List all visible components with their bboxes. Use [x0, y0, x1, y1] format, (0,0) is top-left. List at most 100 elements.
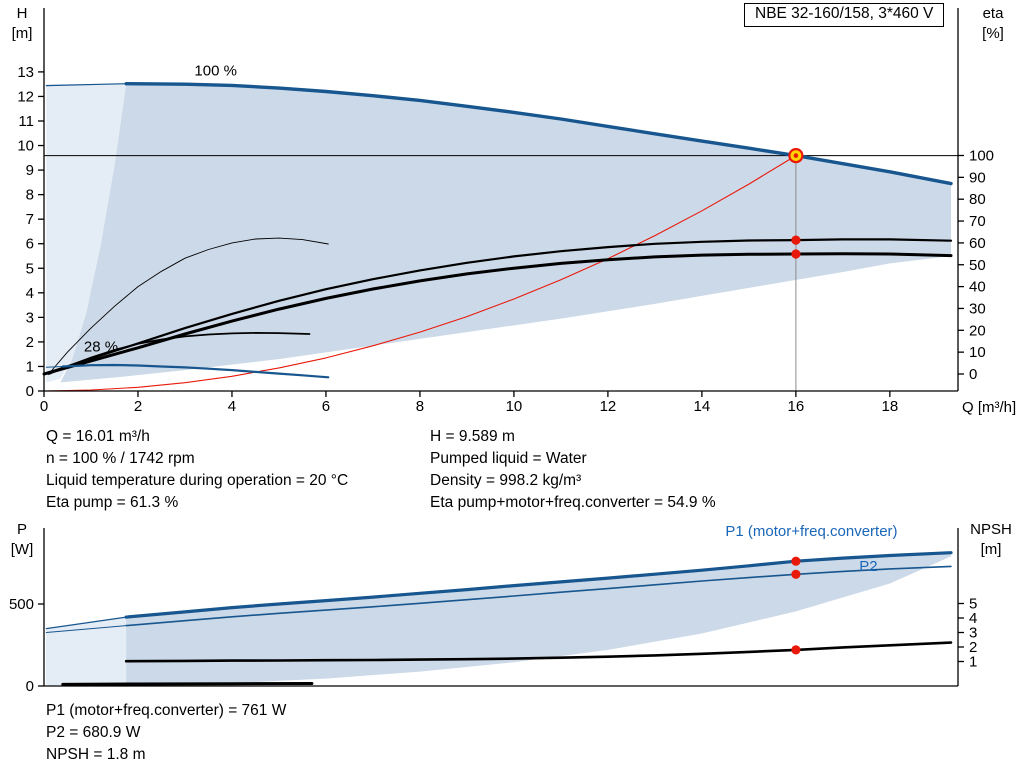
p1-curve-label: P1 (motor+freq.converter)	[725, 523, 897, 540]
y-left-tick-label: 0	[26, 678, 34, 695]
h-axis-label-line1: H	[16, 5, 28, 22]
info-eta-total: Eta pump+motor+freq.converter = 54.9 %	[430, 494, 716, 511]
p2-curve	[125, 565, 952, 627]
y-left-tick-label: 0	[26, 383, 34, 400]
eta-pump-curve-28	[48, 237, 329, 375]
system-curve	[43, 155, 797, 392]
y-right-tick-label: 20	[969, 322, 986, 339]
eta-pump-curve-100	[42, 238, 953, 376]
npsh-duty-dot	[791, 645, 801, 655]
p1-curve	[124, 551, 953, 619]
pump-curve-28-ext	[45, 366, 64, 368]
y-left-tick-label: 13	[17, 64, 34, 81]
y-left-tick-label: 6	[26, 236, 34, 253]
p2-curve-label: P2	[859, 558, 877, 575]
info-liquid-temp: Liquid temperature during operation = 20…	[46, 472, 349, 489]
y-right-tick-label: 70	[969, 213, 986, 230]
p-axis-label-line1: P	[16, 521, 27, 538]
y-left-tick-label: 2	[26, 334, 34, 351]
x-tick-label: 14	[694, 398, 711, 415]
y-right-tick-label: 1	[969, 654, 977, 671]
y-right-tick-label: 60	[969, 235, 986, 252]
duty-info-left-column: Q = 16.01 m³/h n = 100 % / 1742 rpm Liqu…	[46, 426, 348, 514]
p-axis-label-line2: [W]	[10, 541, 34, 558]
pump-curve-100	[124, 81, 953, 186]
npsh-axis-label-line1: NPSH	[970, 521, 1012, 538]
x-tick-label: 8	[416, 398, 424, 415]
eta-total-duty-dot	[791, 249, 801, 259]
operating-envelope	[60, 83, 951, 383]
x-tick-label: 10	[506, 398, 523, 415]
p-axis-label: P [W]	[2, 520, 42, 560]
q-axis-label: Q [m³/h]	[962, 399, 1017, 416]
y-left-tick-label: 8	[26, 187, 34, 204]
info-p1: P1 (motor+freq.converter) = 761 W	[46, 702, 287, 719]
power-envelope-light	[46, 617, 127, 685]
y-right-tick-label: 50	[969, 257, 986, 274]
x-tick-label: 2	[134, 398, 142, 415]
y-left-tick-label: 3	[26, 309, 34, 326]
info-density: Density = 998.2 kg/m³	[430, 472, 582, 489]
y-left-tick-label: 11	[18, 113, 34, 130]
power-info-block: P1 (motor+freq.converter) = 761 W P2 = 6…	[46, 700, 286, 766]
operating-envelope-light	[46, 83, 127, 383]
y-left-tick-label: 10	[17, 138, 34, 155]
y-right-tick-label: 10	[969, 344, 986, 361]
power-envelope	[46, 552, 952, 686]
eta-axis-label-line2: [%]	[982, 25, 1004, 42]
npsh-axis-label-line2: [m]	[980, 541, 1002, 558]
info-npsh: NPSH = 1.8 m	[46, 746, 146, 763]
info-flow: Q = 16.01 m³/h	[46, 428, 150, 445]
y-right-tick-label: 40	[969, 279, 986, 296]
qh-eta-chart: 0 2 4 6 8 10 12 14 16 180123456789101112130102030…	[17, 8, 994, 415]
speed-label-28: 28 %	[84, 339, 118, 356]
p1-duty-dot	[791, 556, 801, 566]
x-tick-label: 0	[40, 398, 48, 415]
y-right-tick-label: 30	[969, 300, 986, 317]
pump-title-box: NBE 32-160/158, 3*460 V	[744, 3, 945, 27]
y-right-tick-label: 3	[969, 625, 977, 642]
p-min-speed-curve	[61, 682, 314, 686]
info-speed: n = 100 % / 1742 rpm	[46, 450, 195, 467]
h-axis-label: H [m]	[2, 4, 42, 44]
x-tick-label: 4	[228, 398, 236, 415]
y-left-tick-label: 5	[26, 260, 34, 277]
y-left-tick-label: 12	[17, 88, 34, 105]
npsh-curve	[124, 641, 953, 663]
y-left-tick-label: 4	[26, 285, 34, 302]
y-right-tick-label: 5	[969, 596, 977, 613]
npsh-axis-label: NPSH [m]	[962, 520, 1020, 560]
p2-duty-dot	[791, 569, 801, 579]
eta-axis-label-line1: eta	[982, 5, 1004, 22]
duty-point-center	[793, 153, 799, 158]
p2-curve-ext	[45, 625, 127, 633]
duty-info-right-column: H = 9.589 m Pumped liquid = Water Densit…	[430, 426, 716, 514]
x-tick-label: 18	[882, 398, 899, 415]
y-left-tick-label: 1	[26, 358, 34, 375]
y-right-tick-label: 2	[969, 639, 977, 656]
y-left-tick-label: 9	[26, 162, 34, 179]
pump-curve-28	[61, 363, 330, 379]
y-left-tick-label: 500	[9, 596, 34, 613]
h-axis-label-line2: [m]	[11, 25, 33, 42]
x-tick-label: 6	[322, 398, 330, 415]
y-left-tick-label: 7	[26, 211, 34, 228]
y-right-tick-label: 100	[969, 148, 994, 165]
info-pumped-liquid: Pumped liquid = Water	[430, 450, 587, 467]
x-tick-label: 12	[600, 398, 617, 415]
y-right-tick-label: 80	[969, 191, 986, 208]
y-right-tick-label: 4	[969, 610, 977, 627]
p1-curve-ext	[45, 616, 127, 630]
y-right-tick-label: 90	[969, 169, 986, 186]
speed-label-100: 100 %	[194, 63, 237, 80]
eta-pump-duty-dot	[791, 235, 801, 245]
info-head: H = 9.589 m	[430, 428, 515, 445]
info-p2: P2 = 680.9 W	[46, 724, 141, 741]
pump-curve-100-ext	[45, 83, 127, 87]
info-eta-pump: Eta pump = 61.3 %	[46, 494, 179, 511]
y-right-tick-label: 0	[969, 366, 977, 383]
eta-total-curve-100	[42, 252, 953, 376]
